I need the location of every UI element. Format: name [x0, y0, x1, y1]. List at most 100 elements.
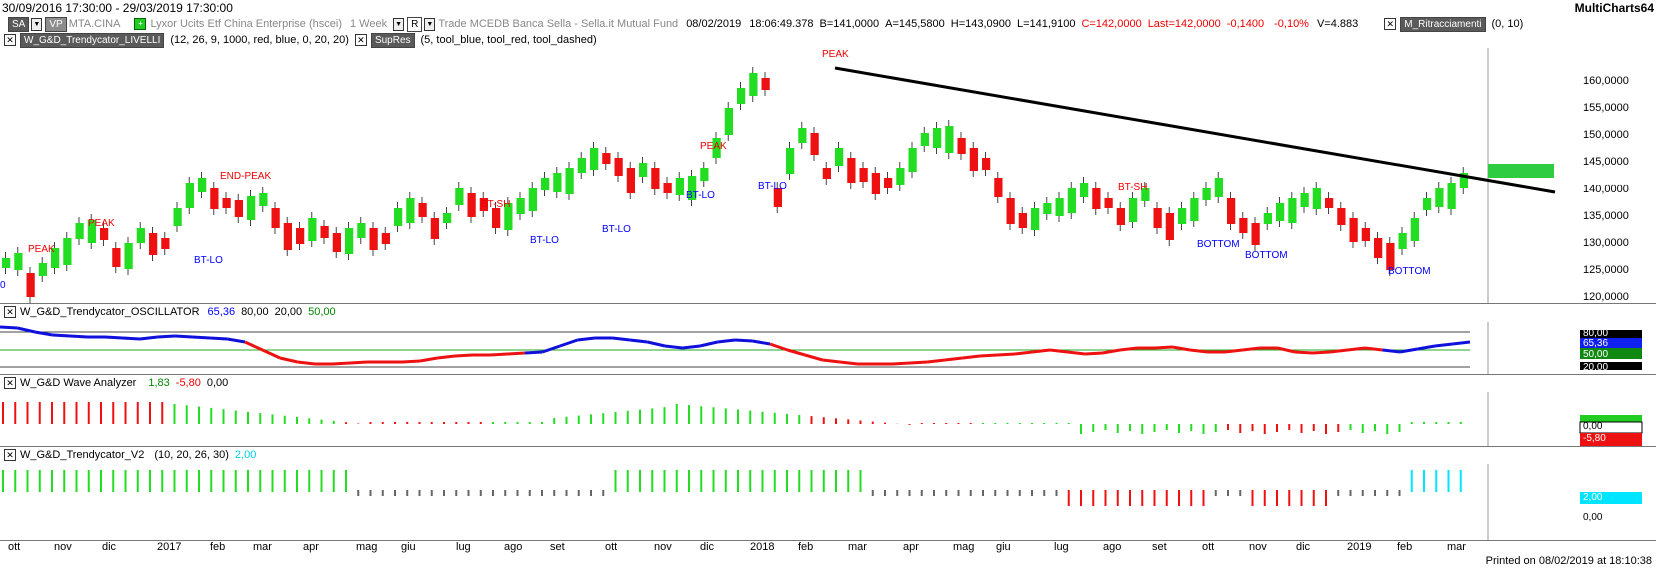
time-axis[interactable]: ott nov dic 2017 feb mar apr mag giu lug ago set ott…	[0, 540, 1656, 555]
vp-button[interactable]: VP	[45, 16, 67, 32]
r-button[interactable]: R	[407, 16, 423, 32]
annotation-bt-lo: BT-LO	[686, 190, 715, 201]
price-tick: 125,0000	[1583, 264, 1629, 276]
time-axis-label: ago	[1103, 541, 1122, 553]
v2-axis-zero: 0,00	[1583, 512, 1603, 523]
annotation-bt-lo: BT-LO	[194, 255, 223, 266]
r-dropdown-icon[interactable]: ▼	[424, 17, 436, 31]
osc-mid: 50,00	[308, 306, 336, 318]
wave-axis-neg: -5,80	[1583, 433, 1606, 444]
price-tick: 150,0000	[1583, 129, 1629, 141]
annotation-peak: PEAK	[700, 141, 727, 152]
wave-neg: -5,80	[175, 377, 201, 389]
annotation-bt-sh: BT-SH	[481, 199, 511, 210]
v2-params: (10, 20, 26, 30)	[154, 449, 229, 461]
close-study-icon[interactable]: ✕	[1384, 18, 1397, 30]
osc-panel[interactable]	[0, 322, 1656, 374]
time-axis-label: feb	[1397, 541, 1413, 553]
time-axis-label: dic	[102, 541, 117, 553]
quote-date: 08/02/2019	[686, 18, 742, 30]
time-axis-label: nov	[54, 541, 72, 553]
symbol-description: Lyxor Ucits Etf China Enterprise (hscei)	[150, 18, 342, 30]
time-axis-label: dic	[1296, 541, 1311, 553]
time-axis-label: set	[1152, 541, 1167, 553]
osc-bottom-border	[0, 374, 1656, 375]
time-axis-label: 2019	[1347, 541, 1372, 553]
annotation-bt-sh: BT-SH	[1118, 182, 1148, 193]
close-v2-icon[interactable]: ✕	[4, 449, 16, 461]
osc-value: 65,36	[207, 306, 236, 318]
interval-dropdown-icon[interactable]: ▼	[393, 17, 405, 31]
quote-ask: A=145,5800	[885, 18, 945, 30]
v2-panel[interactable]	[0, 464, 1656, 540]
price-chart-bottom-border	[0, 303, 1656, 304]
annotation-bottom: BOTTOM	[1388, 266, 1431, 277]
study-bar: ✕ W_G&D_Trendycator_LIVELLI (12, 26, 9, …	[4, 32, 597, 48]
study-ritracciamenti[interactable]: M_Ritracciamenti	[1400, 16, 1486, 32]
annotation-bt-lo: BT-LO	[602, 224, 631, 235]
symbol-name: MTA.CINA	[68, 18, 121, 30]
osc-upper: 80,00	[241, 306, 269, 318]
sa-dropdown-icon[interactable]: ▼	[31, 17, 43, 31]
color-toggle-icon[interactable]: +	[134, 18, 147, 30]
annotation-bt-lo: BT-LO	[530, 235, 559, 246]
time-axis-label: ott	[1202, 541, 1215, 553]
annotation-bottom: BOTTOM	[1197, 239, 1240, 250]
price-tick: 145,0000	[1583, 156, 1629, 168]
v2-header: ✕ W_G&D_Trendycator_V2 (10, 20, 26, 30) …	[4, 449, 256, 461]
time-axis-label: set	[550, 541, 565, 553]
osc-axis-80: 80,00	[1583, 328, 1609, 339]
price-tick: 135,0000	[1583, 210, 1629, 222]
wave-axis-zero: 0,00	[1583, 421, 1603, 432]
annotation-peak: PEAK	[88, 218, 115, 229]
osc-header: ✕ W_G&D_Trendycator_OSCILLATOR 65,36 80,…	[4, 306, 336, 318]
time-axis-label: lug	[1054, 541, 1069, 553]
close-wave-icon[interactable]: ✕	[4, 377, 16, 389]
osc-axis-50: 50,00	[1583, 349, 1609, 360]
wave-panel[interactable]	[0, 392, 1656, 446]
close-osc-icon[interactable]: ✕	[4, 306, 16, 318]
wave-pos: 1,83	[148, 377, 170, 389]
printed-footer: Printed on 08/02/2019 at 18:10:38	[1485, 555, 1652, 567]
time-axis-label: dic	[700, 541, 715, 553]
annotation-end-peak: END-PEAK	[220, 171, 272, 182]
quote-last: Last=142,0000	[1147, 18, 1221, 30]
osc-axis-value: 65,36	[1583, 338, 1609, 349]
price-chart[interactable]	[0, 48, 1656, 303]
wave-bottom-border	[0, 446, 1656, 447]
time-axis-label: feb	[210, 541, 226, 553]
close-supres-icon[interactable]: ✕	[354, 34, 367, 46]
time-axis-label: giu	[401, 541, 416, 553]
v2-value: 2,00	[234, 449, 257, 461]
v2-name: W_G&D_Trendycator_V2	[20, 449, 145, 461]
app-brand: MultiCharts64	[1574, 1, 1654, 15]
interval: 1 Week	[349, 18, 388, 30]
quote-time: 18:06:49.378	[749, 18, 814, 30]
wave-zero: 0,00	[206, 377, 229, 389]
study-ritracciamenti-params: (0, 10)	[1491, 18, 1524, 30]
wave-name: W_G&D Wave Analyzer	[20, 377, 137, 389]
v2-axis-top: 2,00	[1583, 492, 1603, 503]
quote-change-pct: -0,10%	[1274, 18, 1309, 30]
time-axis-label: mar	[848, 541, 867, 553]
time-axis-label: 2018	[750, 541, 775, 553]
study-supres-params: (5, tool_blue, tool_red, tool_dashed)	[420, 34, 597, 46]
time-axis-label: nov	[654, 541, 672, 553]
osc-lower: 20,00	[274, 306, 303, 318]
time-axis-label: mar	[253, 541, 272, 553]
price-tick: 140,0000	[1583, 183, 1629, 195]
study-supres[interactable]: SupRes	[370, 32, 415, 48]
time-axis-label: nov	[1249, 541, 1267, 553]
time-axis-label: mag	[953, 541, 975, 553]
study-livelli[interactable]: W_G&D_Trendycator_LIVELLI	[20, 32, 165, 48]
price-tick: 160,0000	[1583, 75, 1629, 87]
time-axis-label: 2017	[157, 541, 182, 553]
quote-bid: B=141,0000	[819, 18, 880, 30]
title-bar: 30/09/2016 17:30:00 - 29/03/2019 17:30:0…	[0, 0, 1656, 16]
quote-volume: V=4.883	[1316, 18, 1359, 30]
sa-button[interactable]: SA	[8, 16, 30, 32]
date-range: 30/09/2016 17:30:00 - 29/03/2019 17:30:0…	[2, 1, 233, 15]
wave-header: ✕ W_G&D Wave Analyzer 1,83 -5,80 0,00	[4, 377, 228, 389]
time-axis-label: mar	[1447, 541, 1466, 553]
close-livelli-icon[interactable]: ✕	[4, 34, 16, 46]
